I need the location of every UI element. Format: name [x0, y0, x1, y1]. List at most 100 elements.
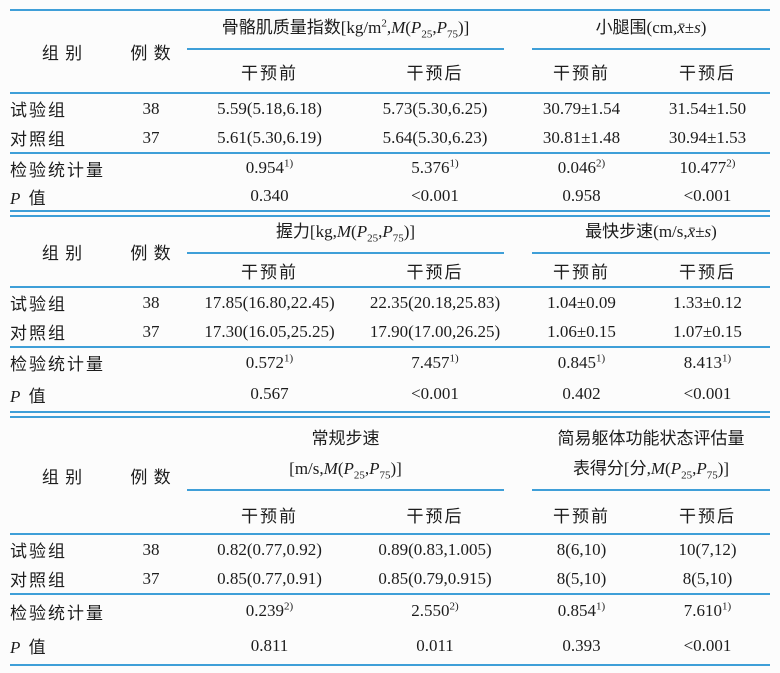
cell-value: 0.82(0.77,0.92) [217, 539, 322, 559]
row-control: 对照组 37 0.85(0.77,0.91) 0.85(0.79,0.915) … [10, 564, 770, 595]
cell-value: 5.73(5.30,6.25) [382, 98, 488, 118]
measure-group-2-title: 小腿围(cm,x̄±s) [595, 17, 707, 37]
cell-n [115, 153, 187, 182]
cell-n [115, 627, 187, 664]
header-group-column: 组 别 [10, 418, 115, 535]
row-label: 对照组 [10, 317, 115, 348]
cell-value: 0.340 [250, 186, 289, 205]
cell-n: 38 [142, 98, 160, 118]
cell-value: 0.0462) [557, 157, 606, 177]
row-label: 检验统计量 [10, 355, 105, 374]
row-experimental: 试验组 38 0.82(0.77,0.92) 0.89(0.83,1.005) … [10, 534, 770, 564]
cell-value: 0.89(0.83,1.005) [378, 539, 492, 559]
cell-value: 0.393 [562, 635, 601, 655]
cell-value: 5.64(5.30,6.23) [352, 123, 518, 154]
section-divider-rule [10, 210, 770, 217]
header-measure-group-2: 小腿围(cm,x̄±s) [518, 11, 770, 51]
table-section-gait-sppb: 组 别 例 数 常规步速 [m/s,M(P25,P75)] 简易躯体功能状态评估… [10, 418, 770, 664]
cell-value: 1.33±0.12 [673, 292, 742, 312]
sub-header-row: 干预前 干预后 干预前 干预后 [10, 496, 770, 535]
cell-value: 8(6,10) [556, 539, 607, 559]
section-header: 组 别 例 数 骨骼肌质量指数[kg/m2,M(P25,P75)] 小腿围(cm… [10, 11, 770, 94]
row-label: P 值 [10, 386, 48, 406]
row-label: 对照组 [10, 123, 115, 154]
cell-value: 1.04±0.09 [547, 292, 616, 312]
cell-n: 38 [142, 292, 160, 312]
measure-group-1-title: 骨骼肌质量指数[kg/m2,M(P25,P75)] [221, 16, 470, 40]
cell-value: 0.8541) [557, 600, 606, 620]
cell-value: 0.8451) [557, 351, 606, 372]
cell-value: 7.4571) [411, 351, 459, 372]
table-section-grip-gaitmax: 组 别 例 数 握力[kg,M(P25,P75)] 最快步速(m/s,x̄±s)… [10, 217, 771, 411]
header-pre-1: 干预前 [187, 254, 352, 288]
cell-value: 8(5,10) [645, 564, 770, 595]
header-post-1: 干预后 [352, 254, 518, 288]
header-n-column: 例 数 [115, 11, 187, 94]
measure-group-2-title: 最快步速(m/s,x̄±s) [585, 222, 717, 241]
row-pvalue: P 值 0.567 <0.001 0.402 <0.001 [10, 377, 770, 411]
cell-value: <0.001 [411, 384, 459, 403]
group-header-row: 组 别 例 数 握力[kg,M(P25,P75)] 最快步速(m/s,x̄±s) [10, 217, 771, 288]
header-measure-group-2: 简易躯体功能状态评估量 表得分[分,M(P25,P75)] [518, 418, 770, 496]
cell-value: 1.07±0.15 [645, 317, 771, 348]
cell-value: 1.06±0.15 [518, 317, 645, 348]
row-label: P 值 [10, 638, 48, 657]
header-measure-group-1: 常规步速 [m/s,M(P25,P75)] [187, 418, 518, 496]
cell-n: 37 [115, 564, 187, 595]
header-pre-2: 干预前 [518, 496, 645, 535]
row-label: 对照组 [10, 564, 115, 595]
header-n-column: 例 数 [115, 418, 187, 535]
cell-value: <0.001 [683, 384, 732, 403]
cell-value: 8(5,10) [518, 564, 645, 595]
header-pre-2: 干预前 [518, 51, 645, 94]
measure-group-2-title-line1: 简易躯体功能状态评估量 [557, 428, 745, 448]
header-post-2: 干预后 [645, 51, 770, 94]
row-experimental: 试验组 38 5.59(5.18,6.18) 5.73(5.30,6.25) 3… [10, 93, 770, 123]
header-post-2: 干预后 [645, 496, 770, 535]
cell-value: 0.85(0.79,0.915) [352, 564, 518, 595]
measure-group-1-title-line2: [m/s,M(P25,P75)] [289, 458, 402, 481]
measure-group-1-title-line1: 常规步速 [311, 428, 380, 448]
cell-n [115, 182, 187, 210]
header-pre-2: 干预前 [518, 254, 645, 288]
cell-value: 0.811 [250, 635, 289, 655]
measure-group-2-title-line2: 表得分[分,M(P25,P75)] [572, 458, 730, 481]
cell-value: 0.9541) [245, 157, 294, 177]
section-header: 组 别 例 数 握力[kg,M(P25,P75)] 最快步速(m/s,x̄±s)… [10, 217, 771, 288]
cell-value: 0.85(0.77,0.91) [187, 564, 352, 595]
group-header-row: 组 别 例 数 常规步速 [m/s,M(P25,P75)] 简易躯体功能状态评估… [10, 418, 770, 535]
row-label: 检验统计量 [10, 603, 105, 623]
cell-value: 2.5502) [411, 600, 459, 620]
cell-value: 0.2392) [245, 600, 294, 620]
group-header-row: 组 别 例 数 骨骼肌质量指数[kg/m2,M(P25,P75)] 小腿围(cm… [10, 11, 770, 94]
header-measure-group-1: 骨骼肌质量指数[kg/m2,M(P25,P75)] [187, 11, 518, 51]
cell-value: 10.4772) [679, 157, 736, 177]
cell-value: 0.567 [250, 384, 289, 403]
cell-n [115, 377, 187, 411]
cell-value: 22.35(20.18,25.83) [369, 292, 501, 312]
header-group-column: 组 别 [10, 11, 115, 94]
cell-n [115, 594, 187, 627]
sub-header-row: 干预前 干预后 干预前 干预后 [10, 254, 771, 288]
cell-value: 0.958 [562, 186, 601, 205]
cell-n: 37 [115, 317, 187, 348]
section-header: 组 别 例 数 常规步速 [m/s,M(P25,P75)] 简易躯体功能状态评估… [10, 418, 770, 535]
table-top-rule [10, 9, 770, 11]
cell-value: 30.94±1.53 [645, 123, 770, 154]
cell-value: 31.54±1.50 [668, 98, 747, 118]
header-measure-group-1: 握力[kg,M(P25,P75)] [187, 217, 518, 254]
cell-n: 37 [115, 123, 187, 154]
header-post-1: 干预后 [352, 51, 518, 94]
row-label: 试验组 [10, 101, 67, 120]
cell-value: 7.6101) [683, 600, 732, 620]
row-control: 对照组 37 17.30(16.05,25.25) 17.90(17.00,26… [10, 317, 771, 348]
row-statistic: 检验统计量 0.2392) 2.5502) 0.8541) 7.6101) [10, 594, 770, 627]
row-label: 试验组 [10, 295, 67, 314]
row-control: 对照组 37 5.61(5.30,6.19) 5.64(5.30,6.23) 3… [10, 123, 770, 154]
cell-value: 17.30(16.05,25.25) [187, 317, 352, 348]
row-pvalue: P 值 0.811 0.011 0.393 <0.001 [10, 627, 770, 664]
cell-value: 30.79±1.54 [542, 98, 621, 118]
row-label: 试验组 [10, 542, 67, 561]
cell-value: <0.001 [683, 635, 732, 655]
